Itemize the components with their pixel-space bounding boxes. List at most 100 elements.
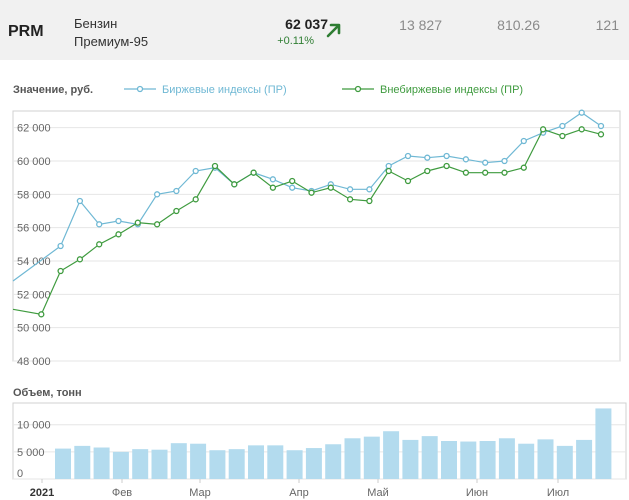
price-chart-title: Значение, руб. (13, 84, 93, 96)
volume-bar[interactable] (344, 438, 361, 479)
data-point-exchange[interactable] (192, 167, 199, 175)
volume-bar[interactable] (93, 447, 110, 479)
x-tick-label: 2021 (30, 487, 54, 499)
data-point-otc[interactable] (327, 184, 334, 191)
data-point-exchange[interactable] (443, 152, 450, 160)
data-point-otc[interactable] (404, 177, 412, 185)
instrument-name-line2: Премиум-95 (74, 34, 149, 49)
legend-exchange-marker (136, 85, 144, 93)
data-point-otc[interactable] (346, 196, 354, 203)
volume-bar[interactable] (595, 408, 612, 479)
volume-bar[interactable] (132, 449, 149, 479)
data-point-exchange[interactable] (366, 186, 373, 193)
data-point-exchange[interactable] (559, 122, 566, 130)
volume-bar[interactable] (363, 436, 380, 479)
data-point-exchange[interactable] (520, 137, 527, 145)
data-point-otc[interactable] (424, 167, 431, 175)
volume-bar[interactable] (305, 448, 322, 479)
legend-otc-label[interactable]: Внебиржевые индексы (ПР) (380, 84, 523, 96)
data-point-exchange[interactable] (424, 154, 431, 161)
volume-bar[interactable] (286, 450, 303, 479)
data-point-otc[interactable] (153, 221, 161, 228)
volume-bar[interactable] (248, 445, 264, 479)
volume-bar[interactable] (325, 444, 342, 479)
data-point-otc[interactable] (462, 169, 470, 176)
data-point-otc[interactable] (96, 241, 103, 248)
data-point-exchange[interactable] (76, 197, 84, 205)
data-point-exchange[interactable] (501, 157, 508, 165)
x-tick-label: Июл (547, 487, 569, 499)
volume-bar[interactable] (383, 431, 400, 479)
volume-bar[interactable] (74, 445, 91, 479)
data-point-otc[interactable] (520, 164, 527, 171)
volume-bar[interactable] (151, 449, 168, 479)
volume-bar[interactable] (537, 439, 554, 479)
data-point-otc[interactable] (385, 167, 392, 175)
data-point-otc[interactable] (289, 177, 296, 185)
data-point-exchange[interactable] (115, 217, 122, 225)
data-point-otc[interactable] (38, 311, 45, 318)
volume-bar[interactable] (228, 449, 245, 479)
data-point-otc[interactable] (134, 219, 141, 226)
legend-exchange-label[interactable]: Биржевые индексы (ПР) (162, 84, 287, 96)
volume-bar[interactable] (267, 445, 284, 479)
data-point-otc[interactable] (597, 131, 605, 138)
data-point-otc[interactable] (211, 162, 219, 170)
volume-plot: 0 5 000 10 000 (13, 408, 626, 480)
data-point-otc[interactable] (366, 197, 373, 205)
y-tick-label: 56 000 (17, 223, 51, 235)
volume-bar[interactable] (576, 439, 593, 479)
data-point-exchange[interactable] (57, 242, 64, 250)
y-tick-label: 60 000 (17, 156, 51, 168)
data-point-exchange[interactable] (173, 187, 180, 195)
data-point-exchange[interactable] (404, 152, 412, 160)
volume-bar[interactable] (518, 443, 535, 479)
price-change: +0.11% (277, 35, 314, 47)
y-tick-label: 58 000 (17, 189, 51, 201)
data-point-exchange[interactable] (482, 159, 489, 166)
volume-bar[interactable] (55, 448, 71, 479)
volume-bar[interactable] (421, 436, 438, 479)
data-point-otc[interactable] (192, 196, 199, 203)
volume-bar[interactable] (556, 445, 573, 479)
data-point-otc[interactable] (482, 169, 489, 176)
ticker-code[interactable]: PRM (8, 23, 44, 40)
data-point-otc[interactable] (559, 132, 566, 140)
volume-bar[interactable] (460, 441, 477, 479)
data-point-otc[interactable] (57, 267, 64, 275)
volume-bar[interactable] (441, 441, 457, 479)
data-point-otc[interactable] (173, 207, 180, 215)
x-axis: 2021 Фев Мар Апр Май Июн Июл (30, 479, 569, 499)
data-point-exchange[interactable] (269, 176, 277, 183)
data-point-otc[interactable] (76, 256, 84, 263)
data-point-otc[interactable] (539, 126, 547, 133)
data-point-exchange[interactable] (597, 122, 605, 130)
data-point-otc[interactable] (443, 162, 450, 170)
data-point-exchange[interactable] (346, 186, 354, 193)
volume-bar[interactable] (112, 451, 129, 479)
legend-otc-marker (354, 85, 362, 93)
last-price: 62 037 (285, 16, 328, 32)
volume-bar[interactable] (479, 441, 496, 479)
y-tick-label: 52 000 (17, 289, 51, 301)
data-point-otc[interactable] (269, 184, 277, 191)
data-point-exchange[interactable] (289, 184, 296, 191)
x-tick-label: Апр (289, 487, 308, 499)
data-point-exchange[interactable] (96, 221, 103, 228)
data-point-exchange[interactable] (385, 162, 392, 170)
data-point-otc[interactable] (231, 181, 238, 188)
data-point-exchange[interactable] (153, 191, 161, 198)
data-point-otc[interactable] (250, 169, 257, 176)
volume-bar[interactable] (498, 438, 515, 479)
data-point-otc[interactable] (501, 169, 508, 176)
volume-bar[interactable] (170, 443, 187, 479)
volume-bar[interactable] (190, 443, 207, 479)
data-point-otc[interactable] (115, 231, 122, 238)
volume-bar[interactable] (402, 439, 419, 479)
data-point-exchange[interactable] (462, 156, 470, 163)
volume-bar[interactable] (209, 450, 226, 479)
data-point-otc[interactable] (308, 189, 315, 196)
data-point-otc[interactable] (578, 126, 585, 133)
data-point-exchange[interactable] (578, 109, 585, 116)
